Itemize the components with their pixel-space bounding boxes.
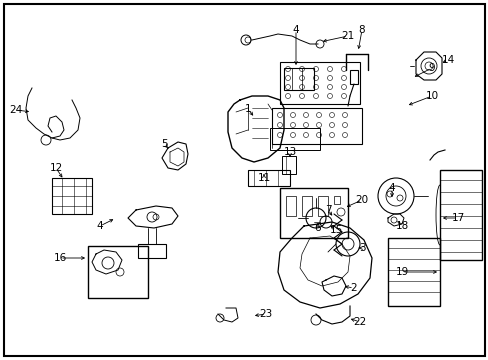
Bar [88,246,148,298]
Text: 24: 24 [9,105,22,115]
Text: 4: 4 [97,221,103,231]
Text: 18: 18 [395,221,408,231]
Bar [302,196,311,216]
Bar [317,196,327,216]
Text: 10: 10 [425,91,438,101]
Text: 15: 15 [329,225,342,235]
Text: 4: 4 [292,25,299,35]
Text: 6: 6 [314,223,321,233]
Bar [269,128,319,150]
Bar [280,188,347,238]
Text: 2: 2 [350,283,357,293]
Bar [349,70,357,84]
Text: 4: 4 [388,183,394,193]
Text: 8: 8 [358,25,365,35]
Bar [284,68,313,90]
Text: 11: 11 [257,173,270,183]
Bar [333,196,339,204]
Bar [247,170,289,186]
Text: 9: 9 [428,63,434,73]
Text: 16: 16 [53,253,66,263]
Bar [52,178,92,214]
Bar [280,62,359,104]
Text: 22: 22 [353,317,366,327]
Text: 14: 14 [441,55,454,65]
Bar [387,238,439,306]
Text: 21: 21 [341,31,354,41]
Text: 12: 12 [49,163,62,173]
Text: 17: 17 [450,213,464,223]
Bar [282,156,295,174]
Text: 7: 7 [324,205,331,215]
Text: 3: 3 [358,243,365,253]
Bar [271,108,361,144]
Bar [439,170,481,260]
Bar [285,196,295,216]
Text: 20: 20 [355,195,368,205]
Text: 19: 19 [395,267,408,277]
Text: 5: 5 [161,139,167,149]
Bar [138,244,165,258]
Text: 1: 1 [244,104,251,114]
Text: 23: 23 [259,309,272,319]
Text: 13: 13 [283,147,296,157]
